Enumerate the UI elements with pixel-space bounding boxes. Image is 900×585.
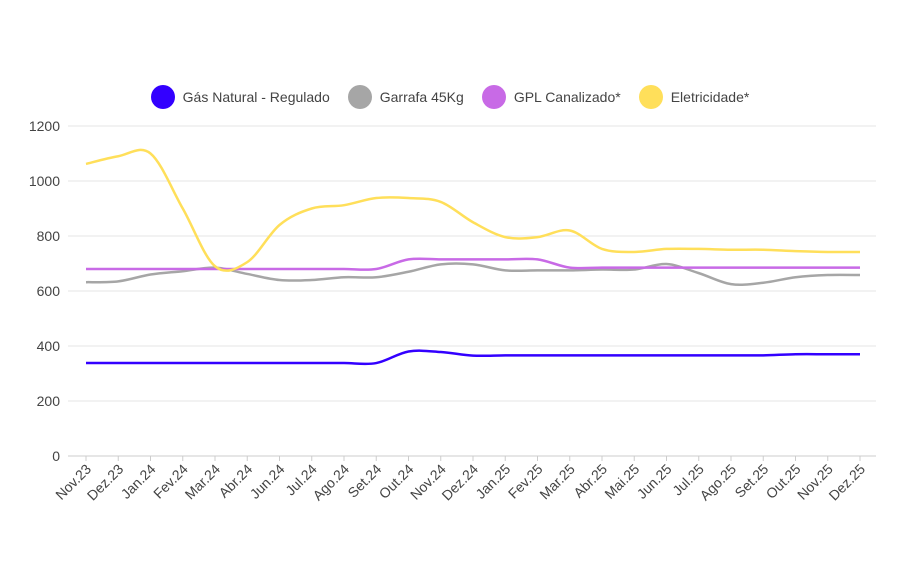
y-tick-label: 200 [37, 393, 61, 409]
legend-swatch [150, 85, 175, 109]
series-line-eletricidade- [85, 148, 861, 272]
y-tick-label: 400 [37, 338, 61, 354]
x-tick-label: Mar.25 [536, 461, 578, 503]
legend-label: GPL Canalizado* [513, 89, 621, 105]
legend-label: Garrafa 45Kg [379, 89, 464, 105]
legend-item-gpl[interactable]: GPL Canalizado* [481, 85, 621, 109]
legend-label: Eletricidade* [670, 89, 750, 105]
x-tick-label: Mar.24 [182, 461, 224, 503]
x-tick-label: Mai.25 [601, 461, 642, 502]
y-tick-label: 1000 [29, 173, 60, 189]
x-tick-label: Ago.24 [309, 461, 352, 504]
series-line-gpl-canalizado- [86, 257, 860, 271]
y-tick-label: 0 [52, 448, 60, 464]
y-tick-label: 800 [37, 228, 61, 244]
legend-item-eletricidade[interactable]: Eletricidade* [638, 85, 750, 109]
legend-label: Gás Natural - Regulado [182, 89, 330, 105]
x-tick-label: Jan.25 [472, 461, 513, 502]
legend: Gás Natural - Regulado Garrafa 45Kg GPL … [0, 85, 900, 109]
legend-swatch [638, 85, 663, 109]
y-tick-label: 600 [37, 283, 61, 299]
x-tick-label: Jun.25 [634, 461, 675, 502]
legend-swatch [347, 85, 372, 109]
x-tick-label: Jan.24 [118, 461, 159, 502]
x-tick-label: Dez.25 [825, 461, 868, 504]
x-tick-label: Dez.23 [84, 461, 127, 504]
legend-item-garrafa[interactable]: Garrafa 45Kg [347, 85, 464, 109]
y-tick-label: 1200 [29, 118, 60, 134]
legend-swatch [481, 85, 506, 109]
legend-item-gas-natural[interactable]: Gás Natural - Regulado [150, 85, 330, 109]
x-tick-label: Dez.24 [438, 461, 481, 504]
series-line-g-s-natural-regulado [86, 349, 860, 366]
x-tick-label: Jun.24 [247, 461, 288, 502]
x-tick-label: Ago.25 [696, 461, 739, 504]
